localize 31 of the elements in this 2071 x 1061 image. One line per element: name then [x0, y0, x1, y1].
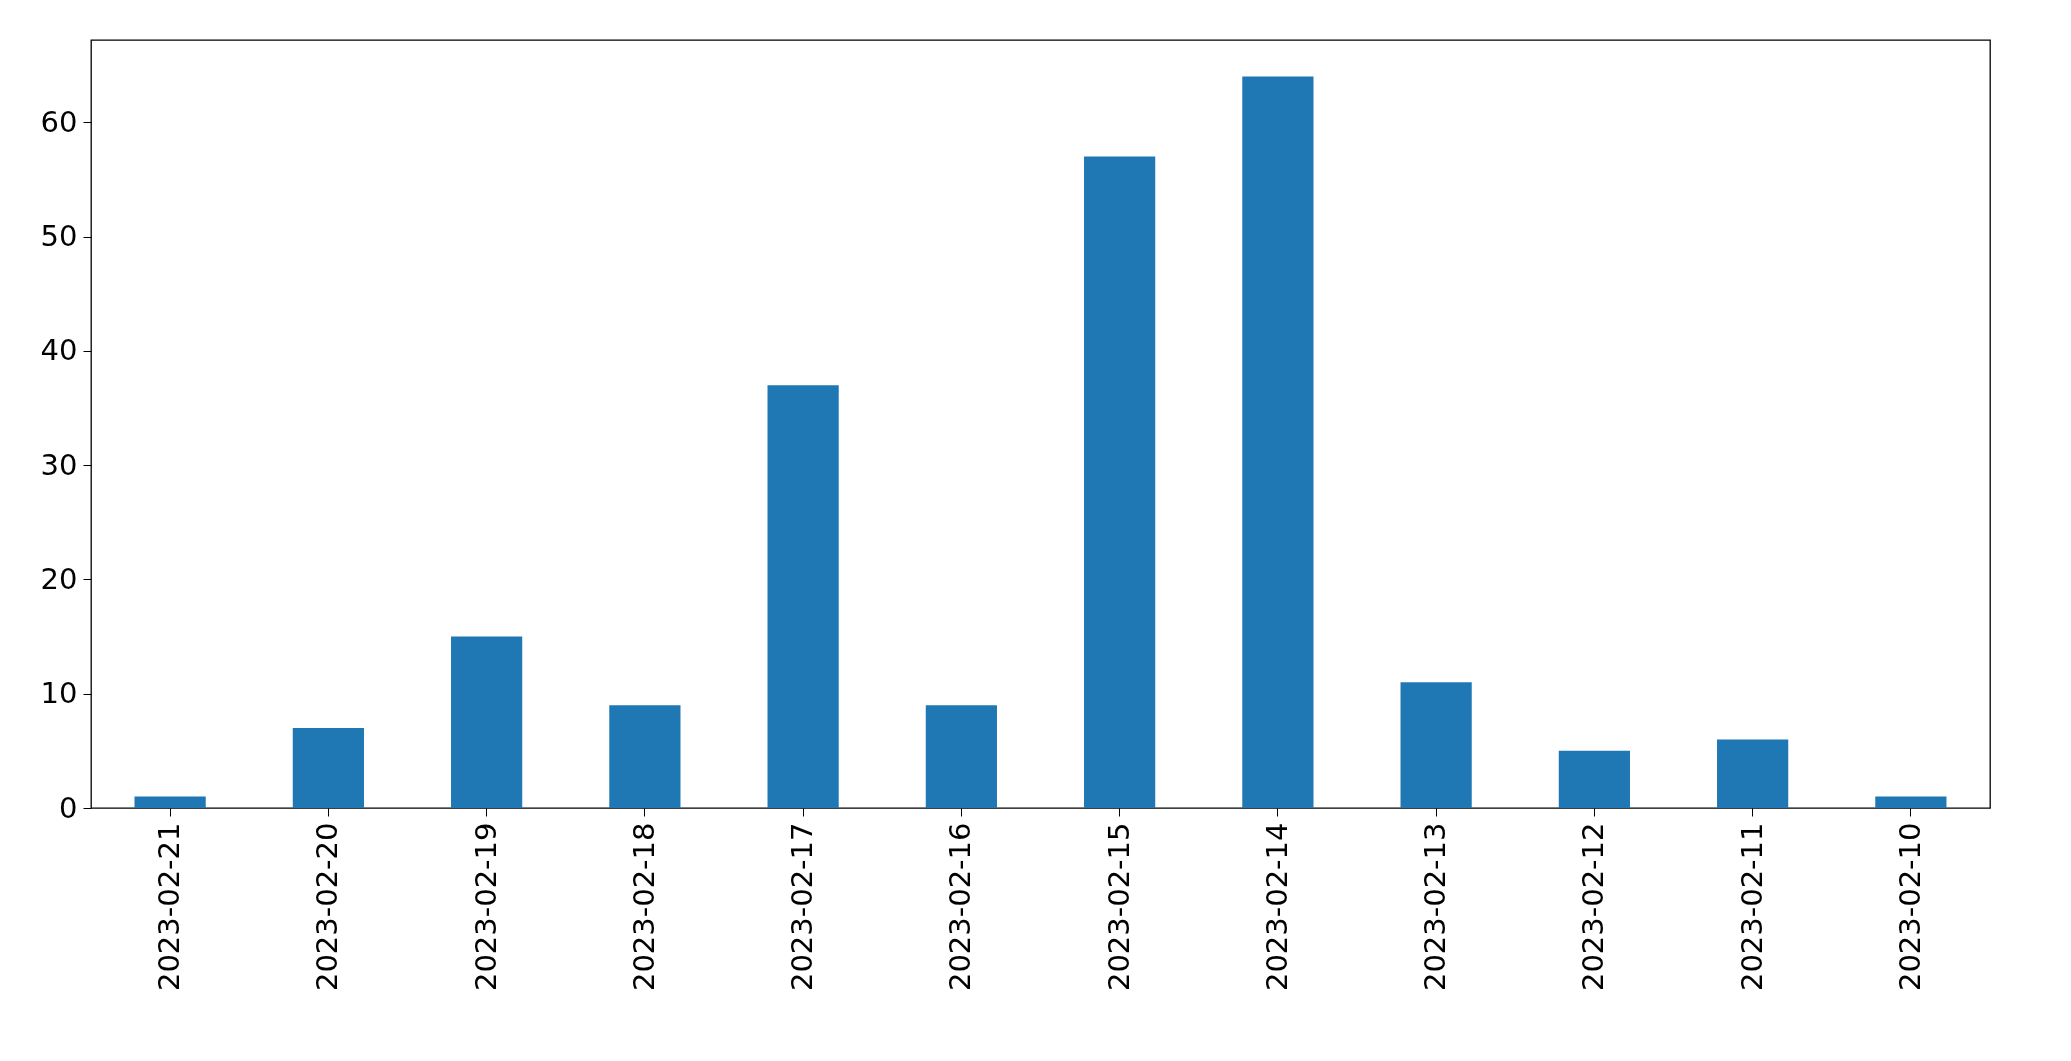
bar	[1242, 76, 1314, 808]
y-tick-label: 20	[40, 561, 78, 596]
x-tick-label: 2023-02-11	[1734, 822, 1769, 992]
x-tick-label: 2023-02-13	[1418, 822, 1453, 992]
bar	[134, 796, 206, 808]
x-tick-label: 2023-02-18	[626, 822, 661, 992]
y-tick-label: 10	[40, 676, 78, 711]
y-tick-label: 50	[40, 219, 78, 254]
bar	[767, 385, 839, 808]
x-tick-label: 2023-02-15	[1101, 822, 1136, 992]
x-tick-label: 2023-02-19	[468, 822, 503, 992]
y-tick-label: 30	[40, 447, 78, 482]
x-tick-label: 2023-02-17	[785, 822, 820, 992]
bar	[925, 705, 997, 808]
x-tick-label: 2023-02-12	[1576, 822, 1611, 992]
bar	[451, 636, 523, 808]
x-tick-label: 2023-02-16	[943, 822, 978, 992]
bar	[609, 705, 681, 808]
x-tick-label: 2023-02-20	[310, 822, 345, 992]
bar	[292, 728, 364, 808]
bar	[1875, 796, 1947, 808]
x-tick-label: 2023-02-14	[1259, 822, 1294, 992]
bar	[1717, 739, 1789, 808]
bar	[1084, 156, 1156, 808]
y-tick-label: 40	[40, 333, 78, 368]
y-tick-label: 0	[59, 790, 78, 825]
x-tick-label: 2023-02-10	[1892, 822, 1927, 992]
bar	[1558, 750, 1630, 808]
y-tick-label: 60	[40, 104, 78, 139]
bar	[1400, 682, 1472, 808]
x-tick-label: 2023-02-21	[152, 822, 187, 992]
